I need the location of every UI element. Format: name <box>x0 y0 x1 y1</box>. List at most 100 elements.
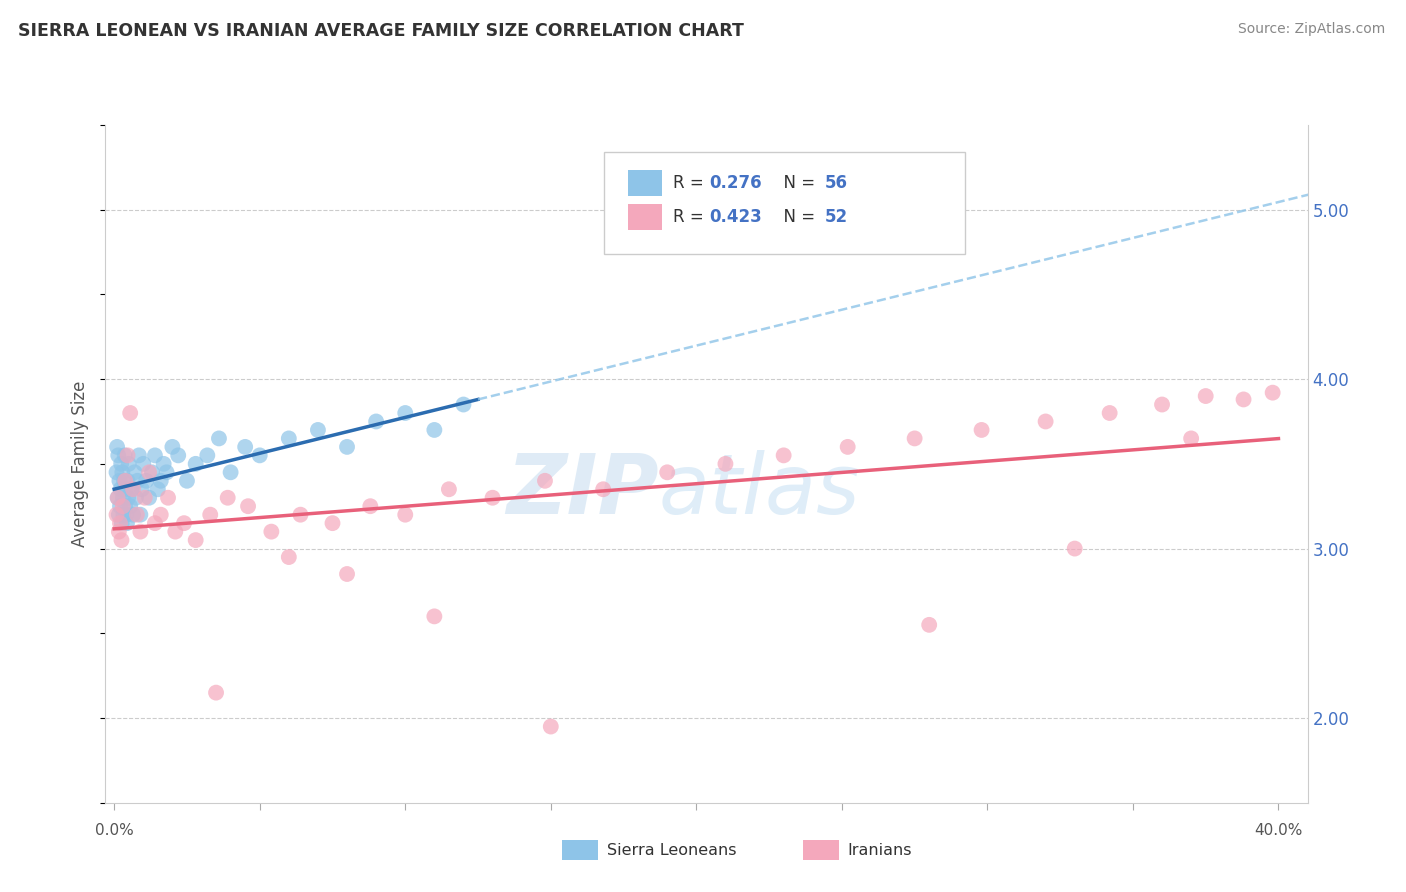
Point <box>970 423 993 437</box>
Point <box>112 474 135 488</box>
Point <box>107 449 129 463</box>
Point <box>135 474 157 488</box>
Text: 52: 52 <box>824 208 848 226</box>
Point <box>423 423 446 437</box>
Point <box>219 466 242 480</box>
Y-axis label: Average Family Size: Average Family Size <box>72 381 90 547</box>
Point <box>1232 392 1254 407</box>
Bar <box>628 204 662 230</box>
Point <box>321 516 343 530</box>
Text: Sierra Leoneans: Sierra Leoneans <box>607 843 737 858</box>
Point <box>111 516 134 530</box>
Point <box>143 516 166 530</box>
Point <box>657 466 679 480</box>
Point <box>236 500 259 514</box>
Point <box>128 449 150 463</box>
Point <box>111 466 134 480</box>
Point <box>111 491 134 505</box>
Point <box>157 491 180 505</box>
Bar <box>562 840 599 861</box>
Point <box>1261 385 1284 400</box>
Point <box>112 508 135 522</box>
Point <box>118 457 141 471</box>
Point <box>146 482 169 496</box>
Point <box>117 474 139 488</box>
Point <box>165 524 187 539</box>
Text: SIERRA LEONEAN VS IRANIAN AVERAGE FAMILY SIZE CORRELATION CHART: SIERRA LEONEAN VS IRANIAN AVERAGE FAMILY… <box>18 22 744 40</box>
Point <box>918 618 941 632</box>
Point <box>394 508 416 522</box>
Text: 0.423: 0.423 <box>709 208 762 226</box>
Point <box>176 474 198 488</box>
Point <box>205 686 228 700</box>
Point <box>540 719 562 733</box>
Point <box>110 533 132 548</box>
Point <box>108 508 131 522</box>
Text: 40.0%: 40.0% <box>1254 823 1303 838</box>
Point <box>184 457 207 471</box>
Point <box>115 516 138 530</box>
Point <box>1150 398 1173 412</box>
Point <box>131 482 153 496</box>
Text: Iranians: Iranians <box>848 843 911 858</box>
Text: Source: ZipAtlas.com: Source: ZipAtlas.com <box>1237 22 1385 37</box>
Point <box>423 609 446 624</box>
Text: R =: R = <box>673 208 709 226</box>
Point <box>129 508 152 522</box>
Text: 0.0%: 0.0% <box>94 823 134 838</box>
Point <box>138 491 160 505</box>
Point <box>105 440 128 454</box>
Point <box>249 449 271 463</box>
Text: N =: N = <box>773 174 820 192</box>
Point <box>1180 432 1202 446</box>
Point <box>481 491 503 505</box>
Point <box>122 508 145 522</box>
Point <box>108 500 131 514</box>
Point <box>132 457 155 471</box>
Point <box>120 500 142 514</box>
Point <box>138 466 160 480</box>
Point <box>336 440 359 454</box>
Point <box>359 500 381 514</box>
Text: 56: 56 <box>824 174 848 192</box>
Point <box>772 449 794 463</box>
Point <box>173 516 195 530</box>
Point <box>394 406 416 420</box>
Point <box>277 549 299 565</box>
Point <box>121 482 143 496</box>
Point <box>534 474 557 488</box>
Bar <box>803 840 839 861</box>
Point <box>143 449 166 463</box>
Point <box>1063 541 1085 556</box>
Point <box>1195 389 1218 403</box>
Point <box>107 491 129 505</box>
Point <box>592 482 614 496</box>
Text: atlas: atlas <box>658 450 860 532</box>
Point <box>108 516 131 530</box>
Point <box>453 398 475 412</box>
Point <box>837 440 859 454</box>
Point <box>124 466 146 480</box>
Point <box>111 500 134 514</box>
Point <box>200 508 222 522</box>
Point <box>366 415 388 429</box>
Point <box>134 491 156 505</box>
Point <box>120 406 142 420</box>
Point <box>105 508 128 522</box>
Point <box>290 508 312 522</box>
Point <box>195 449 218 463</box>
Point <box>117 491 139 505</box>
Point <box>114 482 136 496</box>
Point <box>155 466 177 480</box>
Point <box>114 500 136 514</box>
Point <box>904 432 927 446</box>
Point <box>108 474 131 488</box>
Point <box>336 567 359 582</box>
Point <box>114 449 136 463</box>
Point <box>115 508 138 522</box>
Point <box>114 474 136 488</box>
Point <box>110 482 132 496</box>
Point <box>125 508 148 522</box>
Point <box>260 524 283 539</box>
Point <box>129 524 152 539</box>
